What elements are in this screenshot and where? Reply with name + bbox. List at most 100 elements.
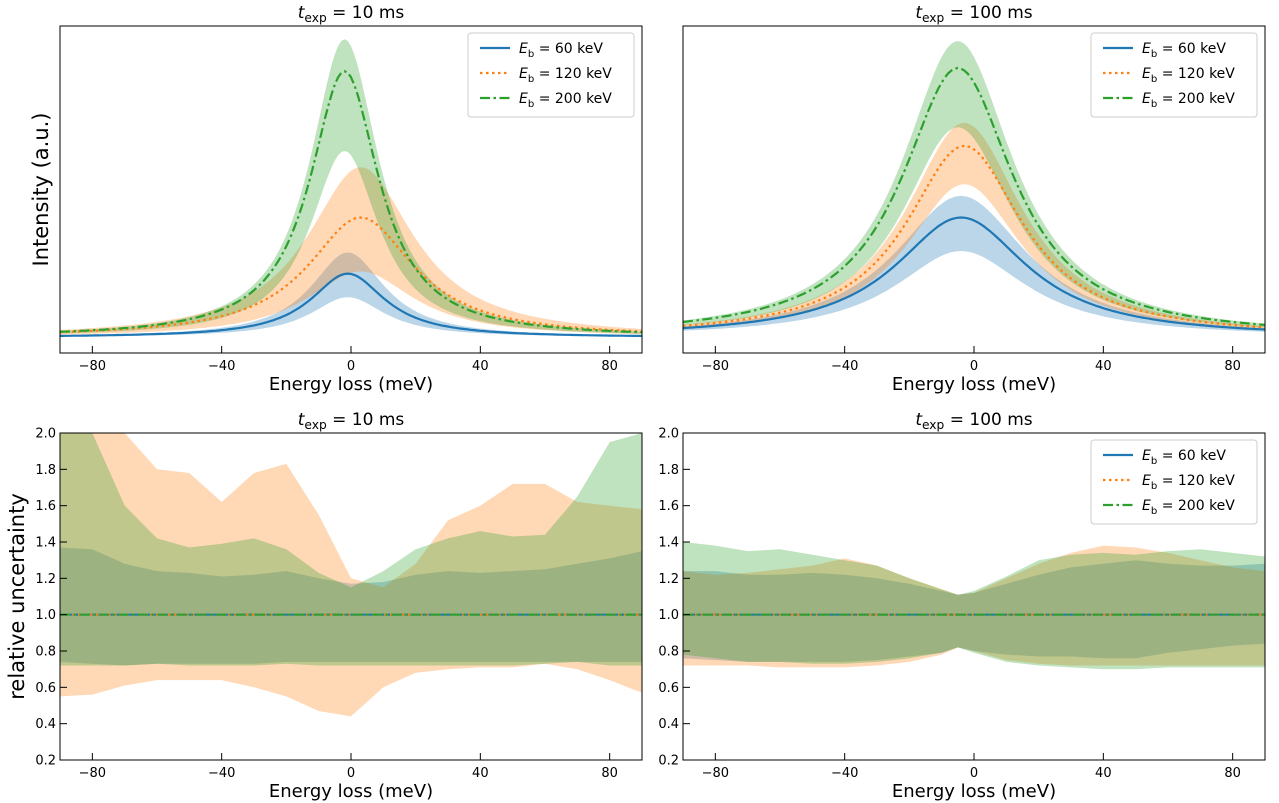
chart-title: texp = 100 ms [915, 410, 1032, 432]
math-symbol: E [1142, 448, 1151, 464]
legend-label-3: Eb = 200 keV [519, 91, 612, 110]
chart-panel-2: −80 −40 0 40 80 Energy loss (meV) texp = 100 m… [682, 3, 1266, 395]
uncertainty-band-2 [60, 167, 642, 335]
y-tick-label: 0.4 [35, 717, 56, 732]
math-rest: = 120 keV [1157, 66, 1235, 82]
y-tick-label: 0.8 [35, 645, 56, 660]
legend: Eb = 60 keV Eb = 120 keV Eb = 200 keV [467, 32, 635, 118]
uncertainty-band-3 [60, 433, 642, 666]
uncertainty-band-3 [60, 39, 642, 334]
math-rest: = 10 ms [327, 3, 405, 23]
math-symbol: E [1142, 498, 1151, 514]
series-line-2 [683, 144, 1265, 329]
math-rest: = 60 keV [1157, 448, 1226, 464]
x-tick-label: −80 [79, 766, 106, 781]
plot-area [683, 542, 1265, 670]
math-subscript: b [1151, 49, 1157, 60]
math-symbol: E [1142, 41, 1151, 57]
plot-area [60, 433, 642, 717]
y-tick-label: 1.4 [658, 536, 679, 551]
math-subscript: b [1151, 456, 1157, 467]
y-axis-label: Intensity (a.u.) [29, 113, 53, 267]
y-tick-label: 2.0 [658, 427, 679, 442]
series-line-1 [683, 216, 1265, 331]
x-tick-label: 40 [472, 359, 489, 374]
chart-title: texp = 10 ms [298, 410, 405, 432]
x-tick-label: −80 [79, 359, 106, 374]
legend-label-2: Eb = 120 keV [519, 66, 612, 85]
uncertainty-band-3 [683, 41, 1265, 328]
legend-frame [1090, 32, 1258, 118]
x-axis-label: Energy loss (meV) [892, 781, 1056, 802]
y-tick-label: 2.0 [35, 427, 56, 442]
math-subscript: b [1151, 99, 1157, 110]
math-rest: = 60 keV [534, 41, 603, 57]
y-tick-label: 1.0 [658, 608, 679, 623]
math-symbol: t [298, 410, 306, 430]
math-rest: = 200 keV [1157, 91, 1235, 107]
math-subscript: b [1151, 506, 1157, 517]
legend-frame [467, 32, 635, 118]
y-tick-label: 1.8 [35, 463, 56, 478]
x-tick-label: 40 [1095, 766, 1112, 781]
math-symbol: E [1142, 473, 1151, 489]
legend-label-1: Eb = 60 keV [1142, 41, 1226, 60]
y-tick-label: 1.0 [35, 608, 56, 623]
math-symbol: t [298, 3, 306, 23]
x-tick-label: 80 [601, 359, 618, 374]
y-tick-label: 1.2 [35, 572, 56, 587]
uncertainty-band-1 [60, 547, 642, 666]
x-tick-label: 40 [472, 766, 489, 781]
y-tick-label: 0.2 [35, 754, 56, 769]
math-subscript: exp [922, 418, 945, 432]
x-tick-label: −80 [702, 766, 729, 781]
x-tick-label: 0 [347, 359, 355, 374]
legend-label-2: Eb = 120 keV [1142, 66, 1235, 85]
x-tick-label: 40 [1095, 359, 1112, 374]
legend: Eb = 60 keV Eb = 120 keV Eb = 200 keV [1090, 439, 1258, 525]
series-line-1 [60, 272, 642, 338]
y-tick-label: 1.4 [35, 536, 56, 551]
math-subscript: b [528, 49, 534, 60]
uncertainty-band-2 [683, 122, 1265, 330]
legend-label-3: Eb = 200 keV [1142, 498, 1235, 517]
y-tick-label: 0.2 [658, 754, 679, 769]
y-tick-label: 0.6 [658, 681, 679, 696]
math-symbol: E [1142, 66, 1151, 82]
math-rest: = 120 keV [1157, 473, 1235, 489]
x-tick-label: −80 [702, 359, 729, 374]
math-subscript: b [528, 99, 534, 110]
y-tick-label: 1.2 [658, 572, 679, 587]
legend-frame [1090, 439, 1258, 525]
math-rest: = 120 keV [534, 66, 612, 82]
math-subscript: exp [304, 418, 327, 432]
chart-title: texp = 100 ms [915, 3, 1032, 25]
math-symbol: E [519, 41, 528, 57]
x-tick-label: 0 [970, 766, 978, 781]
chart-panel-1: −80 −40 0 40 80 Energy loss (meV) Intensity (a… [29, 3, 643, 395]
plot-area [683, 41, 1265, 332]
legend-label-2: Eb = 120 keV [1142, 473, 1235, 492]
uncertainty-band-2 [683, 545, 1265, 668]
math-rest: = 60 keV [1157, 41, 1226, 57]
x-axis-label: Energy loss (meV) [269, 374, 433, 395]
y-tick-label: 1.8 [658, 463, 679, 478]
math-rest: = 10 ms [327, 410, 405, 430]
uncertainty-band-1 [683, 560, 1265, 662]
y-tick-label: 0.8 [658, 645, 679, 660]
x-tick-label: 0 [970, 359, 978, 374]
math-subscript: b [1151, 481, 1157, 492]
math-subscript: exp [922, 11, 945, 25]
series-line-2 [60, 216, 642, 334]
math-symbol: E [1142, 91, 1151, 107]
x-tick-label: 80 [1224, 359, 1241, 374]
math-subscript: b [528, 74, 534, 85]
math-symbol: E [519, 66, 528, 82]
chart-panel-3: −80 −40 0 40 80 0.2 0.4 0.6 0.8 1.0 1.2 1.4 1.6 1.8 2.… [5, 410, 643, 802]
math-symbol: E [519, 91, 528, 107]
uncertainty-band-1 [60, 252, 642, 337]
x-tick-label: −40 [208, 359, 235, 374]
legend-label-3: Eb = 200 keV [1142, 91, 1235, 110]
